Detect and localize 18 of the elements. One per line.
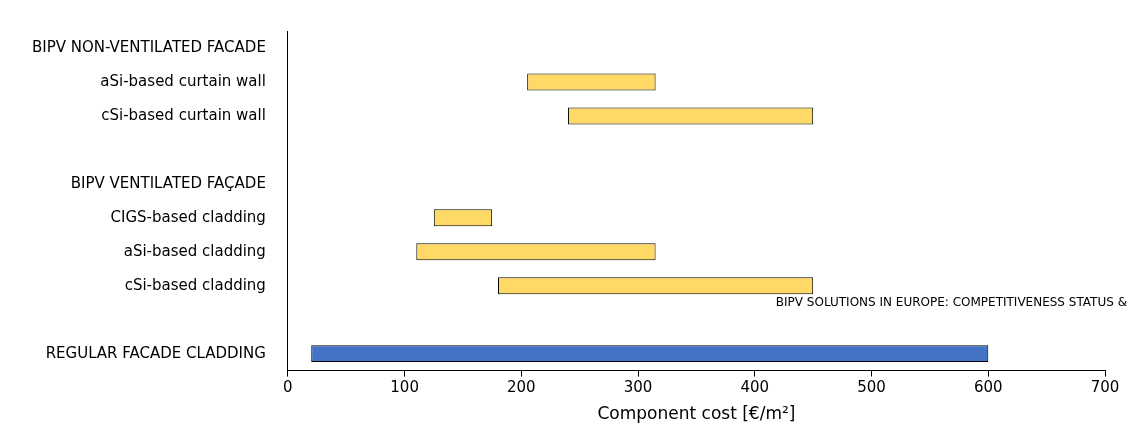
y-tick-label: aSi-based cladding [123,241,266,260]
x-tick-label: 300 [623,378,653,397]
x-tick-label: 100 [390,378,419,397]
y-tick-label: BIPV NON-VENTILATED FACADE [31,37,266,56]
y-tick-label: cSi-based cladding [124,275,266,294]
annotation: BIPV SOLUTIONS IN EUROPE: COMPETITIVENESS STATUS & [775,294,1127,309]
y-tick-label: REGULAR FACADE CLADDING [45,343,266,362]
y-tick-label: BIPV VENTILATED FAÇADE [70,173,266,192]
x-tick-label: 600 [973,378,1003,397]
x-tick-label: 700 [1090,378,1120,397]
x-axis-title: Component cost [€/m²] [597,403,796,424]
y-tick-label: aSi-based curtain wall [100,71,266,90]
x-tick-label: 200 [507,378,536,397]
y-tick-label: CIGS-based cladding [110,207,266,226]
x-tick-label: 400 [740,378,770,397]
y-tick-label: cSi-based curtain wall [101,105,266,124]
x-tick-label: 500 [857,378,886,397]
x-tick-label: 0 [283,378,293,397]
